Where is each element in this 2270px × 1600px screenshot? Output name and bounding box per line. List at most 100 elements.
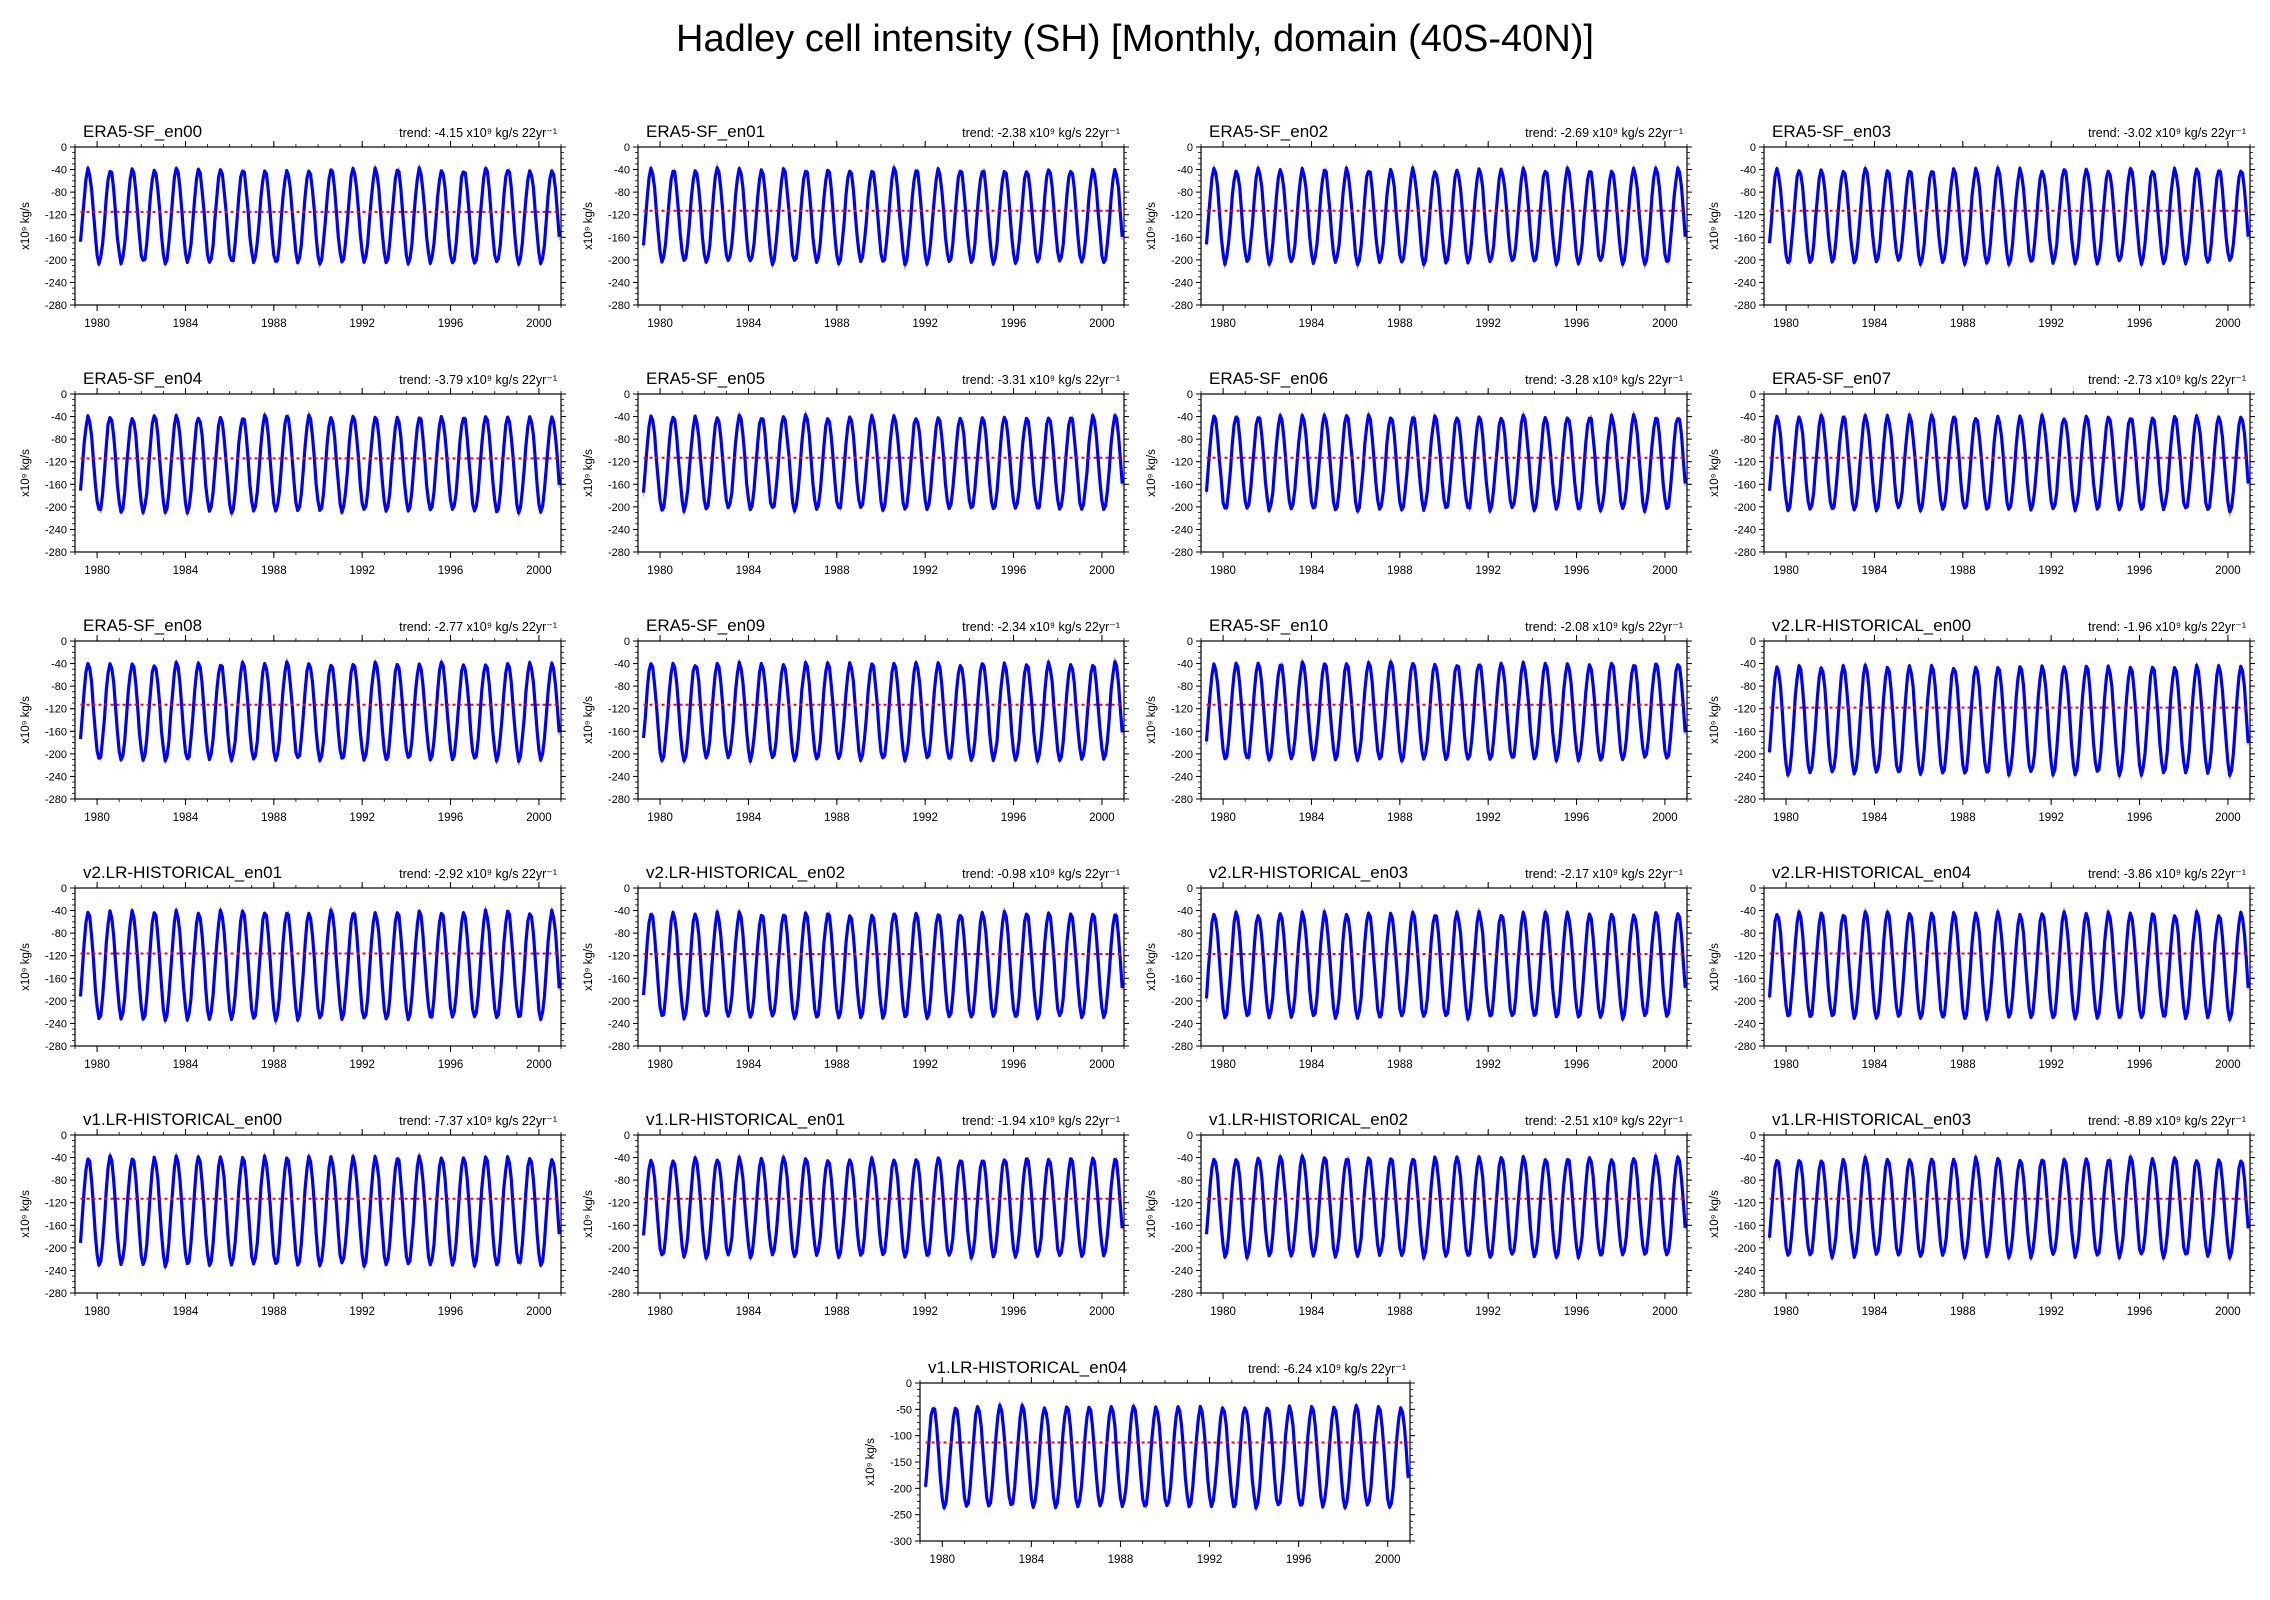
- x-tick-label: 1984: [736, 1059, 762, 1071]
- x-tick-label: 1980: [1210, 1306, 1236, 1318]
- y-tick-label: -120: [1734, 1198, 1756, 1210]
- chart-panel: ERA5-SF_en08 trend: -2.77 x10⁹ kg/s 22yr⁻…: [20, 616, 566, 824]
- x-tick-label: 1984: [1862, 1059, 1888, 1071]
- plot-frame: [919, 1382, 1411, 1542]
- x-tick-label: 1996: [438, 1059, 464, 1071]
- y-tick-label: -280: [1734, 1288, 1756, 1300]
- x-tick-label: 2000: [1089, 318, 1115, 330]
- y-tick-label: -120: [1171, 1198, 1193, 1210]
- plot-frame: [1200, 146, 1688, 306]
- y-tick-label: 0: [624, 389, 630, 401]
- panel-title: ERA5-SF_en01: [646, 122, 765, 141]
- y-tick-label: -160: [1171, 479, 1193, 491]
- x-tick-label: 1988: [1950, 812, 1976, 824]
- y-tick-label: -40: [614, 659, 630, 671]
- y-tick-label: -280: [45, 794, 67, 806]
- x-tick-label: 1984: [1862, 565, 1888, 577]
- panel-title: ERA5-SF_en05: [646, 369, 765, 388]
- y-tick-label: -40: [614, 165, 630, 177]
- x-tick-label: 1980: [84, 318, 110, 330]
- plot-frame: [1763, 640, 2251, 800]
- y-axis-label: x10⁹ kg/s: [1146, 943, 1158, 991]
- x-tick-label: 1996: [1564, 565, 1590, 577]
- y-tick-label: -280: [608, 1288, 630, 1300]
- y-tick-label: -280: [1171, 547, 1193, 559]
- y-tick-label: -80: [1740, 434, 1756, 446]
- trend-label: trend: -8.89 x10⁹ kg/s 22yr⁻¹: [2088, 1114, 2246, 1128]
- chart-panel: ERA5-SF_en05 trend: -3.31 x10⁹ kg/s 22yr⁻…: [583, 369, 1129, 577]
- x-tick-label: 1988: [1387, 812, 1413, 824]
- y-tick-label: -240: [45, 1265, 67, 1277]
- y-tick-label: 0: [624, 1130, 630, 1142]
- y-tick-label: -40: [1177, 412, 1193, 424]
- x-tick-label: 2000: [2215, 1059, 2241, 1071]
- y-tick-label: -80: [51, 681, 67, 693]
- y-tick-label: -240: [1171, 277, 1193, 289]
- y-tick-label: -80: [1177, 434, 1193, 446]
- y-tick-label: -240: [1171, 524, 1193, 536]
- y-tick-label: 0: [1187, 883, 1193, 895]
- y-tick-label: -200: [1734, 255, 1756, 267]
- x-tick-label: 1992: [349, 1059, 375, 1071]
- y-tick-label: -40: [51, 165, 67, 177]
- y-tick-label: -280: [1734, 794, 1756, 806]
- x-tick-label: 1988: [261, 812, 287, 824]
- x-tick-label: 1980: [1773, 565, 1799, 577]
- x-tick-label: 1984: [1299, 565, 1325, 577]
- panel-title: ERA5-SF_en09: [646, 616, 765, 635]
- chart-panel: ERA5-SF_en09 trend: -2.34 x10⁹ kg/s 22yr⁻…: [583, 616, 1129, 824]
- y-tick-label: -120: [1171, 951, 1193, 963]
- y-tick-label: -40: [1177, 1153, 1193, 1165]
- x-tick-label: 1980: [647, 318, 673, 330]
- y-tick-label: -40: [51, 659, 67, 671]
- main-series-line: [1204, 909, 1687, 1021]
- chart-panel: v2.LR-HISTORICAL_en02 trend: -0.98 x10⁹ k…: [583, 863, 1129, 1071]
- y-tick-label: -120: [608, 951, 630, 963]
- y-tick-label: -200: [1171, 749, 1193, 761]
- x-tick-label: 1984: [736, 812, 762, 824]
- x-tick-label: 1996: [1286, 1554, 1312, 1566]
- x-tick-label: 1988: [1387, 1059, 1413, 1071]
- panel-title: ERA5-SF_en06: [1209, 369, 1328, 388]
- y-tick-label: -240: [608, 771, 630, 783]
- plot-frame: [1200, 1134, 1688, 1294]
- y-axis-label: x10⁹ kg/s: [1709, 696, 1721, 744]
- x-tick-label: 1980: [647, 565, 673, 577]
- panel-title: ERA5-SF_en07: [1772, 369, 1891, 388]
- x-tick-label: 2000: [1089, 565, 1115, 577]
- y-tick-label: -120: [45, 951, 67, 963]
- plot-frame: [637, 393, 1125, 553]
- y-tick-label: 0: [1750, 142, 1756, 154]
- panel-title: v2.LR-HISTORICAL_en00: [1772, 616, 1971, 635]
- y-tick-label: -200: [1734, 1243, 1756, 1255]
- y-tick-label: 0: [61, 883, 67, 895]
- plot-frame: [637, 887, 1125, 1047]
- x-tick-label: 1988: [261, 565, 287, 577]
- y-tick-label: -240: [45, 1018, 67, 1030]
- trend-label: trend: -2.73 x10⁹ kg/s 22yr⁻¹: [2088, 373, 2246, 387]
- trend-label: trend: -3.79 x10⁹ kg/s 22yr⁻¹: [399, 373, 557, 387]
- main-series-line: [641, 1155, 1124, 1260]
- y-tick-label: -40: [51, 1153, 67, 1165]
- trend-label: trend: -2.38 x10⁹ kg/s 22yr⁻¹: [962, 126, 1120, 140]
- chart-panel: v1.LR-HISTORICAL_en00 trend: -7.37 x10⁹ k…: [20, 1110, 566, 1318]
- x-tick-label: 2000: [2215, 1306, 2241, 1318]
- x-tick-label: 1996: [1001, 1059, 1027, 1071]
- x-tick-label: 1992: [2038, 812, 2064, 824]
- y-tick-label: -200: [608, 749, 630, 761]
- y-axis-label: x10⁹ kg/s: [1709, 449, 1721, 497]
- x-tick-label: 2000: [1089, 1059, 1115, 1071]
- x-tick-label: 1996: [2127, 1059, 2153, 1071]
- y-axis-label: x10⁹ kg/s: [1146, 1190, 1158, 1238]
- y-tick-label: -200: [608, 996, 630, 1008]
- plot-frame: [74, 887, 562, 1047]
- y-tick-label: -120: [608, 210, 630, 222]
- x-tick-label: 1984: [1862, 812, 1888, 824]
- y-tick-label: -160: [1171, 1220, 1193, 1232]
- y-tick-label: -80: [614, 681, 630, 693]
- x-tick-label: 1996: [2127, 812, 2153, 824]
- x-tick-label: 1992: [349, 318, 375, 330]
- x-tick-label: 2000: [526, 812, 552, 824]
- panel-title: v2.LR-HISTORICAL_en02: [646, 863, 845, 882]
- x-tick-label: 1980: [1773, 318, 1799, 330]
